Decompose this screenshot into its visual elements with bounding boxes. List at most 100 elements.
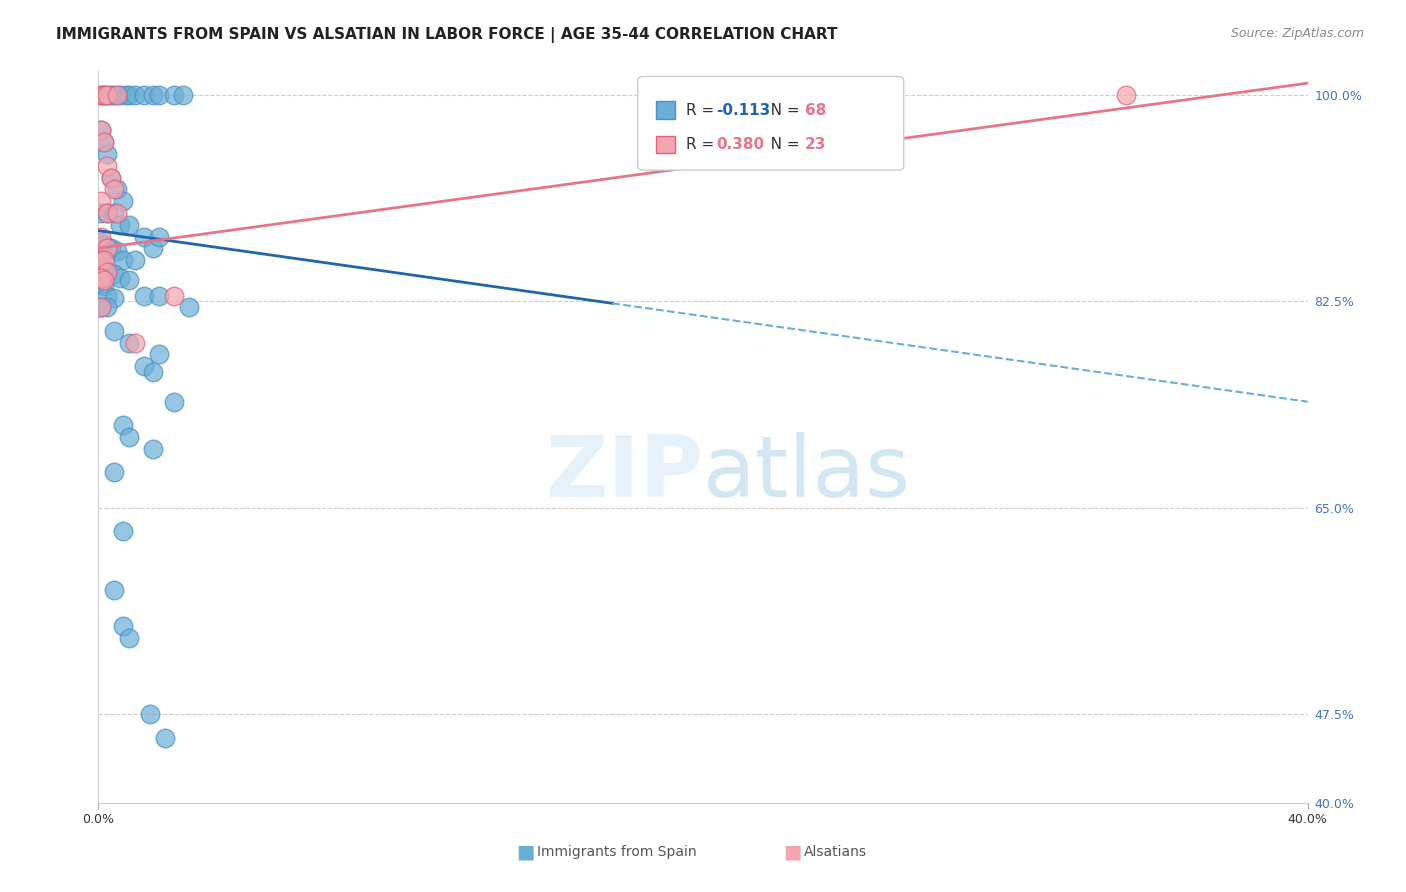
Text: -0.113: -0.113 [716,103,770,118]
Point [148,229,170,244]
Point [111,524,134,539]
Point [124,87,146,102]
Point [93,87,115,102]
Text: IMMIGRANTS FROM SPAIN VS ALSATIAN IN LABOR FORCE | AGE 35-44 CORRELATION CHART: IMMIGRANTS FROM SPAIN VS ALSATIAN IN LAB… [56,27,838,43]
Point [111,418,134,433]
Point [132,87,155,102]
FancyBboxPatch shape [655,102,675,119]
Point [142,365,165,379]
FancyBboxPatch shape [655,136,675,153]
Point [93,135,115,149]
Point [93,273,115,287]
Point [163,288,186,302]
Point [103,87,125,102]
Point [93,87,115,102]
Text: ZIP: ZIP [546,432,703,516]
Point [96,301,118,315]
Point [153,731,176,745]
FancyBboxPatch shape [638,77,904,170]
Point [90,301,112,315]
Point [124,335,146,350]
Point [103,291,125,305]
Point [103,583,125,598]
Point [96,87,118,102]
Text: R =: R = [686,137,720,152]
Point [103,267,125,281]
Point [96,265,118,279]
Point [179,301,201,315]
Point [132,359,155,374]
Point [103,324,125,338]
Point [93,237,115,252]
Point [93,135,115,149]
Point [93,261,115,276]
Point [96,240,118,254]
Point [142,241,165,255]
Point [100,87,122,102]
Point [108,218,131,232]
Point [139,707,162,722]
Text: 68: 68 [804,103,825,118]
Point [163,87,186,102]
Text: ■: ■ [516,842,534,862]
Point [96,288,118,302]
Point [132,229,155,244]
Point [90,259,112,273]
Point [108,270,131,285]
Text: ■: ■ [783,842,801,862]
Point [105,87,128,102]
Point [103,206,125,220]
Point [90,270,112,285]
Point [90,253,112,268]
Point [90,235,112,250]
Point [100,170,122,185]
Point [93,253,115,268]
Point [93,279,115,293]
Point [118,631,141,645]
Point [90,301,112,315]
Point [96,265,118,279]
Text: Immigrants from Spain: Immigrants from Spain [537,845,697,859]
Point [90,87,112,102]
Point [90,87,112,102]
Point [142,442,165,456]
Point [163,394,186,409]
Point [111,619,134,633]
Point [111,194,134,208]
Text: 0.380: 0.380 [716,137,765,152]
Point [118,87,141,102]
Point [172,87,194,102]
Point [118,273,141,287]
Text: N =: N = [756,137,804,152]
Point [118,430,141,444]
Point [96,206,118,220]
Point [103,466,125,480]
Point [105,182,128,196]
Point [111,253,134,268]
Point [124,253,146,268]
Point [96,159,118,173]
Point [118,335,141,350]
Point [90,123,112,137]
Point [118,218,141,232]
Point [105,206,128,220]
Point [114,87,136,102]
Point [90,206,112,220]
Point [96,147,118,161]
Point [96,241,118,255]
Point [148,288,170,302]
Point [96,87,118,102]
Point [90,194,112,208]
Text: 23: 23 [804,137,825,152]
Text: R =: R = [686,103,720,118]
Text: N =: N = [756,103,804,118]
Point [100,170,122,185]
Point [1115,87,1137,102]
Point [90,229,112,244]
Point [90,123,112,137]
Point [132,288,155,302]
Point [108,87,131,102]
Point [105,244,128,258]
Point [103,182,125,196]
Point [100,241,122,255]
